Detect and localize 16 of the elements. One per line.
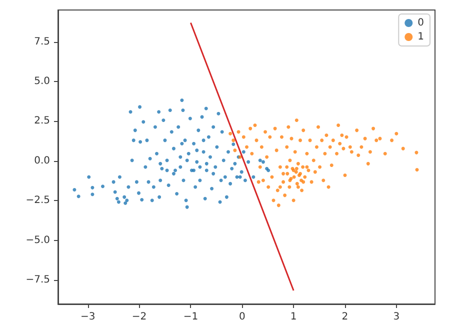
- x-tick-label: −3: [80, 312, 96, 322]
- legend-label: 1: [418, 32, 424, 42]
- y-tick-label: −5.0: [26, 234, 50, 246]
- y-tick-label: −7.5: [26, 274, 50, 286]
- y-tick-label: −2.5: [26, 195, 50, 206]
- x-tick-label: −2: [132, 312, 147, 322]
- x-tick-label: 1: [290, 312, 297, 322]
- y-tick-label: 2.5: [34, 116, 50, 127]
- x-tick-label: 3: [393, 312, 400, 322]
- x-tick-label: 2: [342, 312, 348, 322]
- x-tick-label: −1: [183, 312, 198, 322]
- y-tick-label: 5.0: [34, 76, 50, 88]
- y-tick-label: 7.5: [34, 36, 50, 48]
- y-tick-label: 0.0: [34, 155, 50, 166]
- legend-label: 0: [418, 18, 424, 28]
- x-tick-label: 0: [238, 312, 246, 322]
